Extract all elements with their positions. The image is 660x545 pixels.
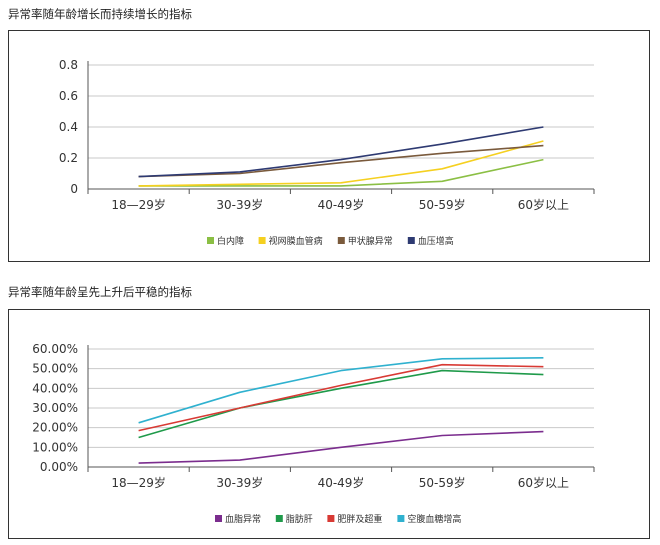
chart1-ytick-label: 0.2 (59, 151, 78, 165)
chart1-xtick-label: 50-59岁 (419, 197, 466, 212)
chart2-series-line-3 (138, 363, 544, 432)
chart2-ytick-label: 50.00% (32, 362, 78, 376)
chart1-series-line-2 (138, 140, 544, 187)
chart1-legend-swatch-4 (407, 237, 415, 244)
chart2-ytick-label: 40.00% (32, 381, 78, 395)
chart1-xtick-label: 30-39岁 (216, 197, 263, 212)
chart2-ytick-label: 20.00% (32, 421, 78, 435)
chart1-legend-swatch-1 (207, 237, 214, 244)
chart1-ytick-label: 0 (70, 182, 78, 196)
chart2-series-line-1 (138, 430, 544, 464)
chart2-legend-label-4: 空腹血糖增高 (407, 513, 461, 525)
chart2-xtick-label: 40-49岁 (318, 475, 365, 490)
chart2-legend-swatch-1 (215, 515, 222, 522)
chart1-legend-label-2: 视网膜血管病 (269, 235, 323, 247)
chart1-legend-label-1: 白内障 (217, 235, 244, 247)
chart1-legend-swatch-2 (258, 237, 266, 244)
chart1-xtick-label: 18—29岁 (111, 197, 166, 212)
chart2-panel: 0.00% 10.00% 20.00% 30.00% 40.00% 50.00% 60.00… (8, 309, 650, 539)
chart2-ytick-label: 30.00% (32, 401, 78, 415)
chart1-legend-swatch-3 (337, 237, 345, 244)
chart2-legend-label-3: 肥胖及超重 (337, 513, 382, 525)
chart2-legend-label-1: 血脂异常 (225, 513, 261, 525)
chart2-ytick-label: 10.00% (32, 440, 78, 454)
chart1-series-line-1 (138, 158, 544, 187)
chart1-ytick-label: 0.8 (59, 58, 78, 72)
chart2-ytick-label: 0.00% (40, 460, 78, 474)
chart1-xtick-label: 60岁以上 (518, 197, 569, 212)
chart2-series-line-4 (138, 357, 544, 424)
chart2-xtick-label: 18—29岁 (111, 475, 166, 490)
chart2-section-title: 异常率随年龄呈先上升后平稳的指标 (8, 285, 192, 299)
chart2-legend-swatch-4 (397, 515, 405, 522)
chart2-ytick-label: 60.00% (32, 342, 78, 356)
chart2-xtick-label: 50-59岁 (419, 475, 466, 490)
chart1-svg: 0 0.2 0.4 0.6 0.8 18—29岁 30-39岁 40-49岁 50-59岁 60岁… (59, 58, 595, 247)
chart1-legend-label-4: 血压增高 (418, 235, 454, 247)
chart1-ytick-label: 0.6 (59, 89, 78, 103)
chart1-legend-label-3: 甲状腺异常 (348, 235, 393, 247)
chart1-series-line-3 (138, 144, 544, 178)
chart2-legend-swatch-2 (275, 515, 283, 522)
chart1-section-title: 异常率随年龄增长而持续增长的指标 (8, 7, 192, 21)
chart2-series-line-2 (138, 369, 544, 439)
chart1-ytick-label: 0.4 (59, 120, 78, 134)
chart1-xtick-label: 40-49岁 (318, 197, 365, 212)
chart2-svg: 0.00% 10.00% 20.00% 30.00% 40.00% 50.00% 60.00… (32, 342, 595, 525)
chart2-legend-swatch-3 (327, 515, 335, 522)
chart1-series-line-4 (138, 126, 544, 178)
chart1-panel: 0 0.2 0.4 0.6 0.8 18—29岁 30-39岁 40-49岁 50-59岁 60岁… (8, 30, 650, 262)
chart2-xtick-label: 30-39岁 (216, 475, 263, 490)
chart2-xtick-label: 60岁以上 (518, 475, 569, 490)
chart2-legend-label-2: 脂肪肝 (286, 513, 313, 525)
